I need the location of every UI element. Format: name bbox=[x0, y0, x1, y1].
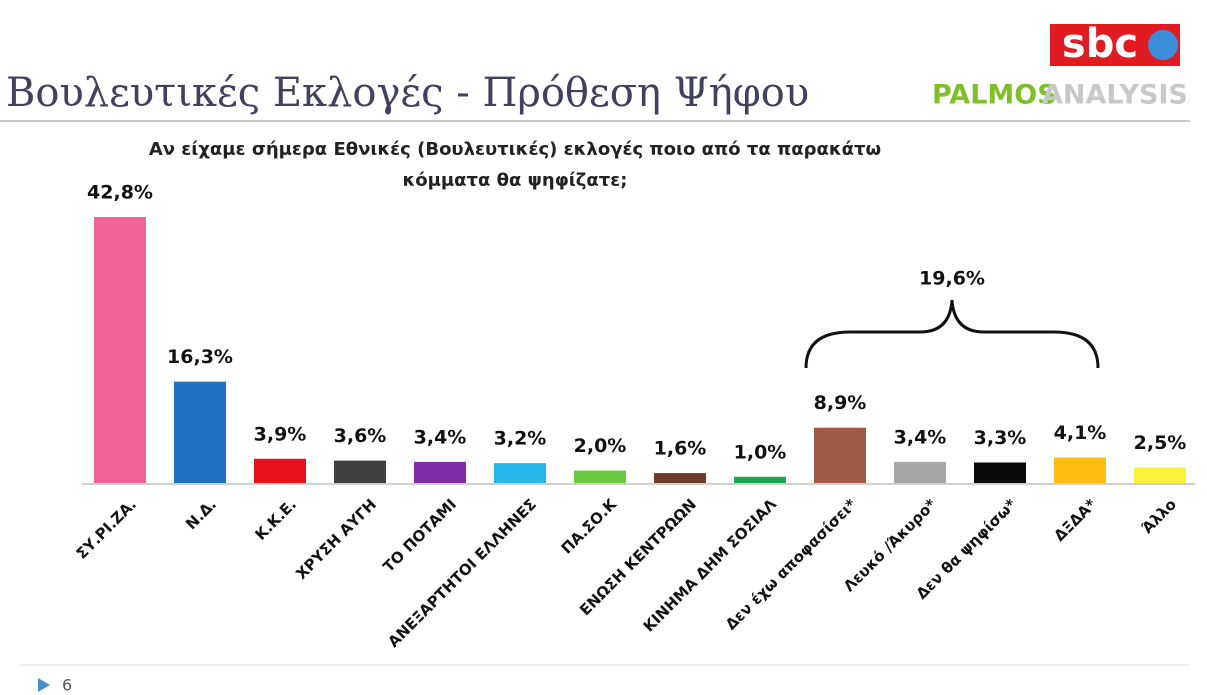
brace bbox=[804, 299, 1100, 369]
x-tick-label: ΣΥ.ΡΙ.ΖΑ. bbox=[73, 495, 140, 562]
value-label: 42,8% bbox=[87, 182, 153, 204]
bar bbox=[1054, 457, 1106, 483]
logo-globe bbox=[1148, 30, 1178, 60]
x-tick-label: ΚΙΝΗΜΑ ΔΗΜ ΣΟΣΙΑΛ bbox=[640, 495, 781, 636]
logo-sbc: sbc bbox=[1062, 21, 1138, 67]
bar bbox=[814, 427, 866, 483]
x-tick-label: ΔΞΔΑ* bbox=[1050, 495, 1100, 545]
value-label: 3,2% bbox=[494, 428, 547, 450]
value-label: 3,6% bbox=[334, 425, 387, 447]
bar bbox=[494, 463, 546, 483]
value-label: 16,3% bbox=[167, 346, 233, 368]
x-tick-label: ΠΑ.ΣΟ.Κ bbox=[558, 494, 621, 557]
subtitle: Αν είχαμε σήμερα Εθνικές (Βουλευτικές) ε… bbox=[149, 139, 881, 160]
bar bbox=[334, 460, 386, 483]
value-label: 1,6% bbox=[654, 438, 707, 460]
bar bbox=[94, 217, 146, 483]
annotation: 19,6% bbox=[919, 268, 985, 290]
bar bbox=[414, 461, 466, 483]
x-tick-label: ΑΝΕΞΑΡΤΗΤΟΙ ΕΛΛΗΝΕΣ bbox=[384, 495, 540, 651]
value-label: 4,1% bbox=[1054, 422, 1107, 444]
bar bbox=[974, 462, 1026, 483]
bar bbox=[254, 458, 306, 483]
logo-palmos: PALMOS bbox=[932, 80, 1057, 111]
value-label: 3,3% bbox=[974, 427, 1027, 449]
value-label: 2,5% bbox=[1134, 432, 1187, 454]
value-label: 1,0% bbox=[734, 441, 787, 463]
x-tick-label: Δεν έχω αποφασίσει* bbox=[722, 495, 860, 633]
bar bbox=[1134, 467, 1186, 483]
x-tick-label: Ν.Δ. bbox=[182, 495, 220, 533]
chart-title: Βουλευτικές Εκλογές - Πρόθεση Ψήφου bbox=[6, 70, 809, 116]
page-number: 6 bbox=[62, 676, 72, 695]
page-marker bbox=[38, 678, 50, 692]
x-tick-label: ΤΟ ΠΟΤΑΜΙ bbox=[379, 495, 460, 576]
value-label: 8,9% bbox=[814, 392, 867, 414]
subtitle: κόμματα θα ψηφίζατε; bbox=[402, 170, 627, 191]
value-label: 3,4% bbox=[894, 426, 947, 448]
bar bbox=[574, 470, 626, 483]
bar bbox=[894, 461, 946, 483]
x-tick-label: Άλλο bbox=[1138, 495, 1180, 537]
bar bbox=[174, 381, 226, 483]
logo-analysis: ANALYSIS bbox=[1042, 80, 1188, 111]
value-label: 3,9% bbox=[254, 423, 307, 445]
x-tick-label: ΧΡΥΣΗ ΑΥΓΗ bbox=[292, 495, 380, 583]
bar bbox=[654, 473, 706, 483]
value-label: 2,0% bbox=[574, 435, 627, 457]
bar bbox=[734, 476, 786, 483]
x-tick-label: Κ.Κ.Ε. bbox=[252, 495, 301, 544]
value-label: 3,4% bbox=[414, 426, 467, 448]
